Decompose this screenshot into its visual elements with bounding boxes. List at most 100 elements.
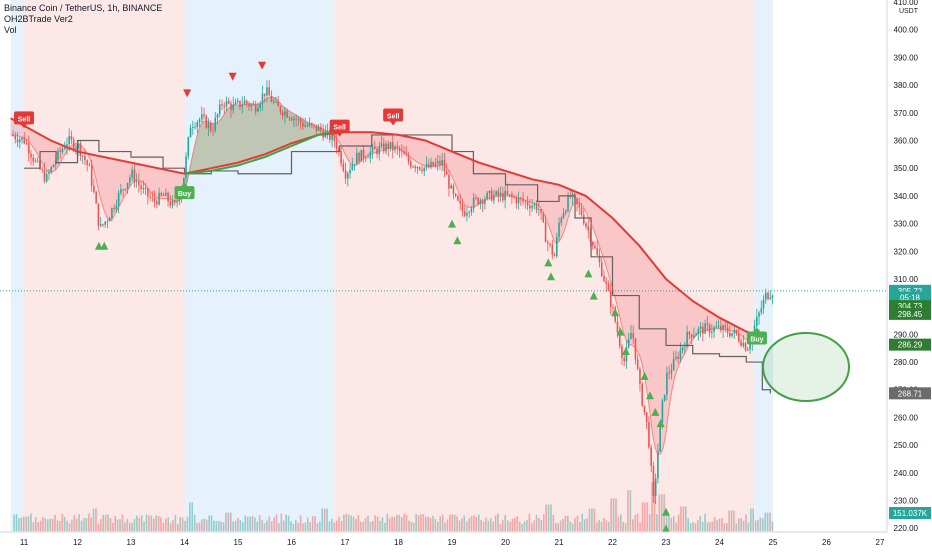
symbol-title[interactable]: Binance Coin / TetherUS, 1h, BINANCE (4, 3, 163, 13)
candle-body (16, 139, 19, 143)
volume-bar (280, 513, 283, 531)
volume-bar (359, 521, 362, 531)
candle-body (389, 142, 392, 149)
candle-body (704, 323, 706, 334)
signal-label-text: Buy (750, 337, 763, 344)
candle-body (522, 198, 524, 202)
volume-bar (617, 516, 620, 531)
candle-body (755, 316, 758, 326)
candle-body (749, 343, 751, 350)
candle-body (284, 111, 286, 116)
sell-arrow-icon (258, 61, 267, 70)
volume-bar (684, 506, 687, 531)
volume-bar (444, 522, 446, 531)
price-tick-label: 370.00 (894, 109, 919, 118)
volume-bar (412, 522, 415, 531)
candle-body (598, 255, 601, 263)
candle-body (347, 173, 349, 179)
candle-body (133, 169, 136, 182)
volume-bar (97, 523, 100, 531)
volume-bar (465, 521, 468, 531)
volume-bar (646, 502, 649, 531)
volume-title[interactable]: Vol (4, 25, 17, 35)
candle-body (448, 174, 450, 189)
time-tick-label: 24 (715, 538, 724, 547)
candle-body (340, 151, 342, 164)
price-tag-text: 268.71 (898, 389, 923, 398)
candle-body (30, 153, 32, 158)
candle-body (412, 166, 414, 168)
candle-body (156, 201, 158, 205)
volume-bar (595, 522, 598, 531)
candle-body (34, 160, 37, 162)
volume-bar (694, 523, 697, 531)
volume-bar (73, 514, 76, 531)
candle-body (70, 136, 73, 140)
volume-bar (514, 517, 516, 531)
volume-bar (446, 519, 449, 531)
indicator-title[interactable]: OH2BTrade Ver2 (4, 14, 73, 24)
signal-pointer (181, 182, 188, 187)
volume-bar (463, 515, 466, 531)
price-tag: 298.45 (889, 307, 931, 320)
candle-body (335, 140, 338, 149)
fast-ma-line (10, 96, 761, 456)
volume-bar (737, 518, 740, 531)
volume-bar (677, 514, 680, 531)
candle-body (672, 358, 675, 371)
candle-body (124, 188, 127, 190)
volume-bar (362, 521, 364, 531)
candle-body (481, 200, 484, 204)
volume-bar (709, 522, 711, 531)
candle-body (661, 400, 664, 423)
candle-body (257, 107, 259, 112)
volume-bar (528, 513, 531, 531)
volume-bar (591, 508, 593, 531)
candle-body (502, 192, 504, 201)
signal-label-text: Sell (387, 114, 400, 121)
candle-body (690, 334, 693, 338)
volume-bar (398, 515, 401, 531)
time-tick-label: 19 (448, 538, 457, 547)
volume-bar (126, 518, 129, 531)
volume-bar (384, 522, 386, 531)
volume-bar (30, 513, 32, 531)
volume-bar (321, 508, 324, 531)
volume-bar (656, 514, 658, 531)
candle-body (169, 201, 172, 206)
volume-bar (95, 508, 97, 531)
volume-bar (771, 521, 774, 531)
candle-body (36, 160, 39, 162)
candle-body (427, 164, 430, 168)
price-tick-label: 350.00 (894, 164, 919, 173)
candle-body (403, 151, 405, 155)
volume-bar (530, 523, 533, 531)
candle-body (200, 114, 203, 120)
volume-bar (569, 521, 572, 531)
sell-signal-label: Sell (329, 119, 350, 137)
volume-bar (25, 516, 27, 531)
candle-body (104, 221, 106, 225)
volume-bar (699, 515, 702, 531)
candle-body (636, 359, 639, 369)
candle-body (191, 126, 194, 128)
price-tag: 268.71 (889, 387, 931, 400)
volume-bar (193, 514, 196, 531)
chart-legend: Binance Coin / TetherUS, 1h, BINANCE OH2… (4, 3, 162, 36)
buy-arrow-icon (616, 327, 625, 336)
volume-bar (258, 515, 261, 531)
volume-bar (20, 517, 23, 531)
volume-bar (489, 518, 492, 531)
candle-body (239, 100, 241, 107)
buy-arrow-icon (544, 258, 553, 267)
candle-body (279, 106, 282, 113)
volume-bar (254, 517, 256, 531)
candle-body (459, 200, 461, 204)
candle-body (708, 324, 711, 333)
volume-bar (754, 520, 757, 531)
currency-label: USDT (899, 8, 919, 15)
volume-bar (634, 514, 637, 531)
volume-bar (379, 520, 381, 531)
